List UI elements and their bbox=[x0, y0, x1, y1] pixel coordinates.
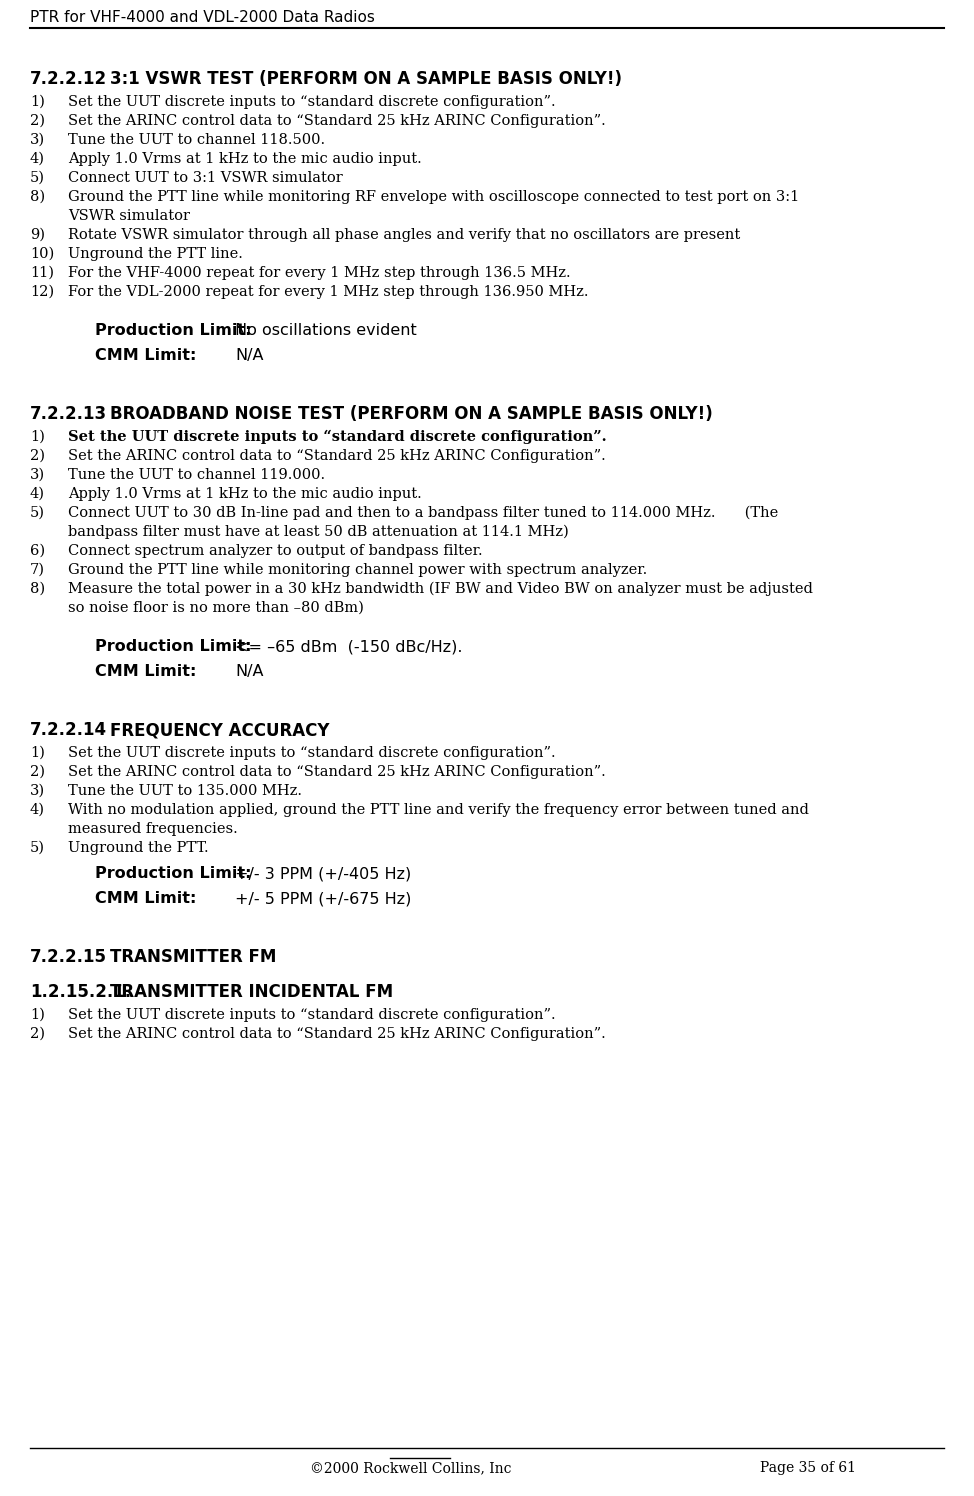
Text: With no modulation applied, ground the PTT line and verify the frequency error b: With no modulation applied, ground the P… bbox=[68, 803, 808, 817]
Text: No oscillations evident: No oscillations evident bbox=[235, 323, 417, 338]
Text: TRANSMITTER FM: TRANSMITTER FM bbox=[110, 948, 277, 966]
Text: 12): 12) bbox=[30, 286, 55, 299]
Text: Tune the UUT to channel 119.000.: Tune the UUT to channel 119.000. bbox=[68, 468, 325, 482]
Text: 2): 2) bbox=[30, 449, 45, 462]
Text: VSWR simulator: VSWR simulator bbox=[68, 209, 190, 223]
Text: BROADBAND NOISE TEST (PERFORM ON A SAMPLE BASIS ONLY!): BROADBAND NOISE TEST (PERFORM ON A SAMPL… bbox=[110, 405, 713, 423]
Text: 7): 7) bbox=[30, 562, 45, 577]
Text: 3): 3) bbox=[30, 784, 45, 797]
Text: 2): 2) bbox=[30, 1026, 45, 1041]
Text: Connect spectrum analyzer to output of bandpass filter.: Connect spectrum analyzer to output of b… bbox=[68, 545, 483, 558]
Text: so noise floor is no more than –80 dBm): so noise floor is no more than –80 dBm) bbox=[68, 601, 364, 615]
Text: Rotate VSWR simulator through all phase angles and verify that no oscillators ar: Rotate VSWR simulator through all phase … bbox=[68, 227, 740, 242]
Text: <= –65 dBm  (-150 dBc/Hz).: <= –65 dBm (-150 dBc/Hz). bbox=[235, 639, 463, 654]
Text: 6): 6) bbox=[30, 545, 45, 558]
Text: 1): 1) bbox=[30, 429, 45, 444]
Text: 1.2.15.2.1.: 1.2.15.2.1. bbox=[30, 983, 131, 1001]
Text: 5): 5) bbox=[30, 841, 45, 856]
Text: FREQUENCY ACCURACY: FREQUENCY ACCURACY bbox=[110, 721, 329, 739]
Text: 9): 9) bbox=[30, 227, 45, 242]
Text: Measure the total power in a 30 kHz bandwidth (IF BW and Video BW on analyzer mu: Measure the total power in a 30 kHz band… bbox=[68, 582, 813, 597]
Text: 7.2.2.12: 7.2.2.12 bbox=[30, 70, 107, 88]
Text: 1): 1) bbox=[30, 96, 45, 109]
Text: 5): 5) bbox=[30, 506, 45, 521]
Text: Unground the PTT line.: Unground the PTT line. bbox=[68, 247, 243, 260]
Text: Ground the PTT line while monitoring RF envelope with oscilloscope connected to : Ground the PTT line while monitoring RF … bbox=[68, 190, 800, 203]
Text: N/A: N/A bbox=[235, 664, 264, 679]
Text: 1): 1) bbox=[30, 747, 45, 760]
Text: Connect UUT to 3:1 VSWR simulator: Connect UUT to 3:1 VSWR simulator bbox=[68, 171, 343, 186]
Text: 5): 5) bbox=[30, 171, 45, 186]
Text: 7.2.2.14: 7.2.2.14 bbox=[30, 721, 107, 739]
Text: Set the UUT discrete inputs to “standard discrete configuration”.: Set the UUT discrete inputs to “standard… bbox=[68, 1008, 555, 1022]
Text: 3:1 VSWR TEST (PERFORM ON A SAMPLE BASIS ONLY!): 3:1 VSWR TEST (PERFORM ON A SAMPLE BASIS… bbox=[110, 70, 622, 88]
Text: Production Limit:: Production Limit: bbox=[95, 866, 251, 881]
Text: CMM Limit:: CMM Limit: bbox=[95, 664, 197, 679]
Text: TRANSMITTER INCIDENTAL FM: TRANSMITTER INCIDENTAL FM bbox=[110, 983, 393, 1001]
Text: Tune the UUT to channel 118.500.: Tune the UUT to channel 118.500. bbox=[68, 133, 325, 147]
Text: Set the ARINC control data to “Standard 25 kHz ARINC Configuration”.: Set the ARINC control data to “Standard … bbox=[68, 1026, 606, 1041]
Text: +/- 3 PPM (+/-405 Hz): +/- 3 PPM (+/-405 Hz) bbox=[235, 866, 411, 881]
Text: N/A: N/A bbox=[235, 349, 264, 364]
Text: Production Limit:: Production Limit: bbox=[95, 323, 251, 338]
Text: Set the UUT discrete inputs to “standard discrete configuration”.: Set the UUT discrete inputs to “standard… bbox=[68, 747, 555, 760]
Text: measured frequencies.: measured frequencies. bbox=[68, 821, 238, 836]
Text: 2): 2) bbox=[30, 114, 45, 129]
Text: Tune the UUT to 135.000 MHz.: Tune the UUT to 135.000 MHz. bbox=[68, 784, 302, 797]
Text: +/- 5 PPM (+/-675 Hz): +/- 5 PPM (+/-675 Hz) bbox=[235, 892, 411, 907]
Text: Apply 1.0 Vrms at 1 kHz to the mic audio input.: Apply 1.0 Vrms at 1 kHz to the mic audio… bbox=[68, 153, 422, 166]
Text: Apply 1.0 Vrms at 1 kHz to the mic audio input.: Apply 1.0 Vrms at 1 kHz to the mic audio… bbox=[68, 488, 422, 501]
Text: CMM Limit:: CMM Limit: bbox=[95, 349, 197, 364]
Text: Production Limit:: Production Limit: bbox=[95, 639, 251, 654]
Text: Set the UUT discrete inputs to “standard discrete configuration”.: Set the UUT discrete inputs to “standard… bbox=[68, 429, 607, 444]
Text: ©2000 Rockwell Collins, Inc: ©2000 Rockwell Collins, Inc bbox=[310, 1462, 511, 1475]
Text: 4): 4) bbox=[30, 488, 45, 501]
Text: Ground the PTT line while monitoring channel power with spectrum analyzer.: Ground the PTT line while monitoring cha… bbox=[68, 562, 648, 577]
Text: 3): 3) bbox=[30, 133, 45, 147]
Text: 7.2.2.13: 7.2.2.13 bbox=[30, 405, 107, 423]
Text: PTR for VHF-4000 and VDL-2000 Data Radios: PTR for VHF-4000 and VDL-2000 Data Radio… bbox=[30, 10, 375, 25]
Text: Unground the PTT.: Unground the PTT. bbox=[68, 841, 208, 856]
Text: Set the ARINC control data to “Standard 25 kHz ARINC Configuration”.: Set the ARINC control data to “Standard … bbox=[68, 114, 606, 129]
Text: 11): 11) bbox=[30, 266, 54, 280]
Text: For the VDL-2000 repeat for every 1 MHz step through 136.950 MHz.: For the VDL-2000 repeat for every 1 MHz … bbox=[68, 286, 588, 299]
Text: Set the ARINC control data to “Standard 25 kHz ARINC Configuration”.: Set the ARINC control data to “Standard … bbox=[68, 764, 606, 779]
Text: 8): 8) bbox=[30, 582, 45, 595]
Text: Set the UUT discrete inputs to “standard discrete configuration”.: Set the UUT discrete inputs to “standard… bbox=[68, 96, 555, 109]
Text: 4): 4) bbox=[30, 803, 45, 817]
Text: 3): 3) bbox=[30, 468, 45, 482]
Text: Set the ARINC control data to “Standard 25 kHz ARINC Configuration”.: Set the ARINC control data to “Standard … bbox=[68, 449, 606, 462]
Text: 1): 1) bbox=[30, 1008, 45, 1022]
Text: Page 35 of 61: Page 35 of 61 bbox=[760, 1462, 856, 1475]
Text: Connect UUT to 30 dB In-line pad and then to a bandpass filter tuned to 114.000 : Connect UUT to 30 dB In-line pad and the… bbox=[68, 506, 778, 521]
Text: 10): 10) bbox=[30, 247, 55, 260]
Text: CMM Limit:: CMM Limit: bbox=[95, 892, 197, 907]
Text: bandpass filter must have at least 50 dB attenuation at 114.1 MHz): bandpass filter must have at least 50 dB… bbox=[68, 525, 569, 540]
Text: 7.2.2.15: 7.2.2.15 bbox=[30, 948, 107, 966]
Text: 2): 2) bbox=[30, 764, 45, 779]
Text: For the VHF-4000 repeat for every 1 MHz step through 136.5 MHz.: For the VHF-4000 repeat for every 1 MHz … bbox=[68, 266, 571, 280]
Text: 8): 8) bbox=[30, 190, 45, 203]
Text: 4): 4) bbox=[30, 153, 45, 166]
